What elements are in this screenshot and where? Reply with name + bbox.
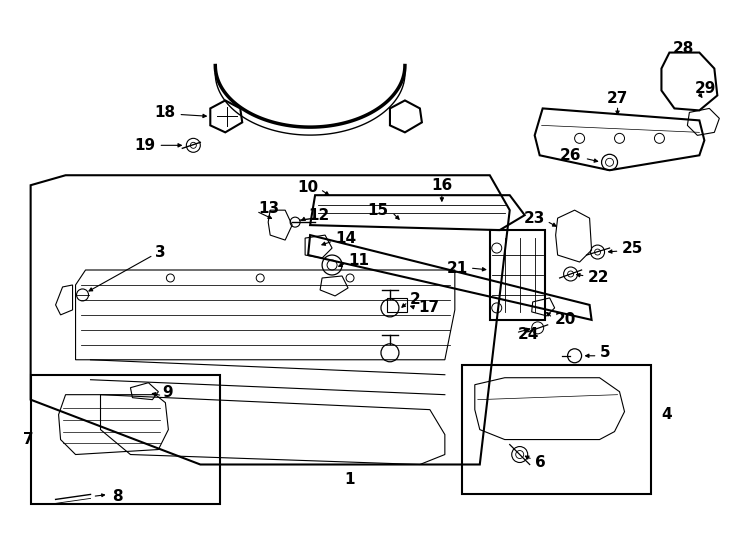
- Text: 11: 11: [348, 253, 369, 267]
- Text: 6: 6: [534, 455, 545, 470]
- Text: 15: 15: [367, 202, 388, 218]
- Text: 3: 3: [156, 245, 166, 260]
- Text: 29: 29: [694, 81, 716, 96]
- Text: 18: 18: [154, 105, 175, 120]
- Text: 19: 19: [134, 138, 156, 153]
- Text: 16: 16: [432, 178, 452, 193]
- Text: 8: 8: [112, 489, 123, 504]
- Text: 24: 24: [517, 327, 539, 342]
- Text: 5: 5: [600, 345, 610, 360]
- Text: 7: 7: [23, 432, 33, 447]
- Text: 21: 21: [446, 260, 468, 275]
- Text: 2: 2: [410, 293, 421, 307]
- Text: 28: 28: [673, 41, 694, 56]
- Text: 10: 10: [297, 180, 318, 195]
- Text: 22: 22: [588, 271, 609, 286]
- Text: 27: 27: [607, 91, 628, 106]
- Text: 9: 9: [162, 385, 173, 400]
- Text: 13: 13: [258, 201, 280, 215]
- Text: 20: 20: [555, 312, 576, 327]
- Text: 4: 4: [661, 407, 672, 422]
- Text: 12: 12: [308, 208, 330, 222]
- Text: 14: 14: [335, 231, 356, 246]
- Text: 1: 1: [345, 472, 355, 487]
- Bar: [31, 375, 220, 504]
- Text: 23: 23: [523, 211, 545, 226]
- Text: 17: 17: [418, 300, 439, 315]
- Text: 26: 26: [560, 148, 581, 163]
- Bar: [462, 364, 652, 495]
- Text: 25: 25: [622, 240, 643, 255]
